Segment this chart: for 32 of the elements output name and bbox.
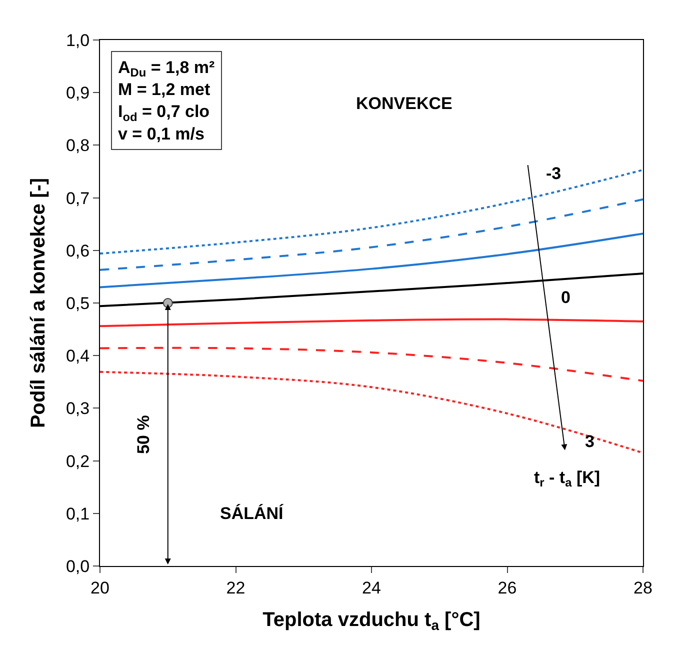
y-tick-label: 0,2 — [66, 452, 90, 471]
annotation: t$_{r}$ - t$_{a}$ [K] — [534, 468, 600, 490]
annotation: 3 — [585, 432, 594, 451]
annotation: 0 — [561, 288, 570, 307]
line-series — [100, 198, 643, 271]
x-tick-label: 28 — [634, 578, 652, 598]
line-series — [100, 232, 643, 288]
x-tick-label: 22 — [226, 578, 246, 598]
y-tick-label: 0,9 — [66, 84, 90, 103]
line-series — [100, 370, 643, 454]
y-tick-label: 0,8 — [66, 136, 90, 156]
y-tick-label: 0,3 — [66, 399, 90, 418]
annotation: -3 — [546, 164, 562, 183]
y-tick-label: 0,7 — [66, 188, 90, 208]
y-tick-label: 0,5 — [66, 294, 90, 313]
annotation: 50 % — [134, 415, 153, 454]
x-axis-title: Teplota vzduchu t$_{a}$ [°C] — [262, 608, 480, 634]
annotation: KONVEKCE — [356, 94, 452, 113]
y-tick-label: 0,4 — [66, 346, 90, 366]
y-tick-label: 0,0 — [66, 556, 90, 576]
y-tick-label: 1,0 — [66, 30, 90, 50]
line-series — [100, 168, 643, 255]
annotation: A$_{Du}$ = 1,8 m² M = 1,2 met I$_{od}$ = 0,7 clo v = 0,1 m/s — [118, 58, 215, 144]
annotation: SÁLÁNÍ — [220, 503, 285, 523]
y-tick-label: 0,6 — [66, 241, 90, 260]
line-series — [100, 318, 643, 328]
y-tick-label: 0,1 — [66, 504, 90, 524]
x-tick-label: 24 — [362, 578, 381, 598]
x-tick-label: 26 — [498, 578, 517, 598]
y-axis-title: Podíl sálání a konvekce [-] — [27, 178, 50, 428]
x-tick-label: 20 — [90, 578, 110, 598]
line-series — [100, 346, 643, 382]
